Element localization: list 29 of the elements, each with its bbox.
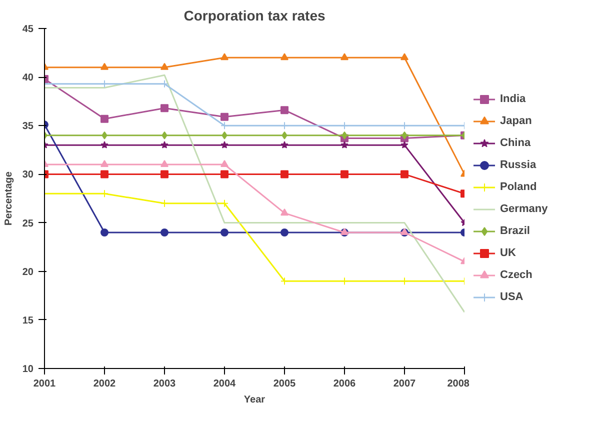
x-tick-label: 2002 — [93, 378, 116, 390]
legend-label: China — [500, 137, 531, 149]
legend-label: Germany — [500, 203, 548, 215]
legend-label: Czech — [500, 269, 532, 281]
legend-label: Japan — [500, 115, 532, 127]
y-tick-label: 35 — [22, 121, 34, 132]
x-axis-title: Year — [244, 394, 266, 406]
y-tick-label: 10 — [22, 364, 34, 375]
x-tick-label: 2007 — [393, 378, 416, 390]
y-tick-label: 20 — [22, 266, 34, 278]
x-tick-label: 2001 — [33, 378, 56, 390]
legend-label: Poland — [500, 181, 537, 193]
legend-label: India — [500, 93, 526, 105]
x-tick-label: 2004 — [213, 378, 236, 390]
legend-label: USA — [500, 291, 524, 303]
legend-label: Russia — [500, 159, 536, 171]
y-tick-label: 45 — [22, 24, 34, 35]
legend-label: UK — [500, 247, 517, 259]
y-axis-title: Percentage — [3, 171, 14, 226]
x-tick-label: 2006 — [333, 378, 356, 390]
y-tick-label: 15 — [22, 315, 34, 326]
chart-title: Corporation tax rates — [184, 8, 326, 24]
x-tick-label: 2005 — [273, 378, 296, 390]
x-tick-label: 2003 — [153, 378, 176, 390]
x-tick-label: 2008 — [447, 378, 470, 390]
legend-label: Brazil — [500, 225, 530, 237]
y-tick-label: 25 — [22, 218, 34, 230]
y-tick-label: 40 — [22, 72, 34, 84]
y-tick-label: 30 — [22, 170, 34, 181]
